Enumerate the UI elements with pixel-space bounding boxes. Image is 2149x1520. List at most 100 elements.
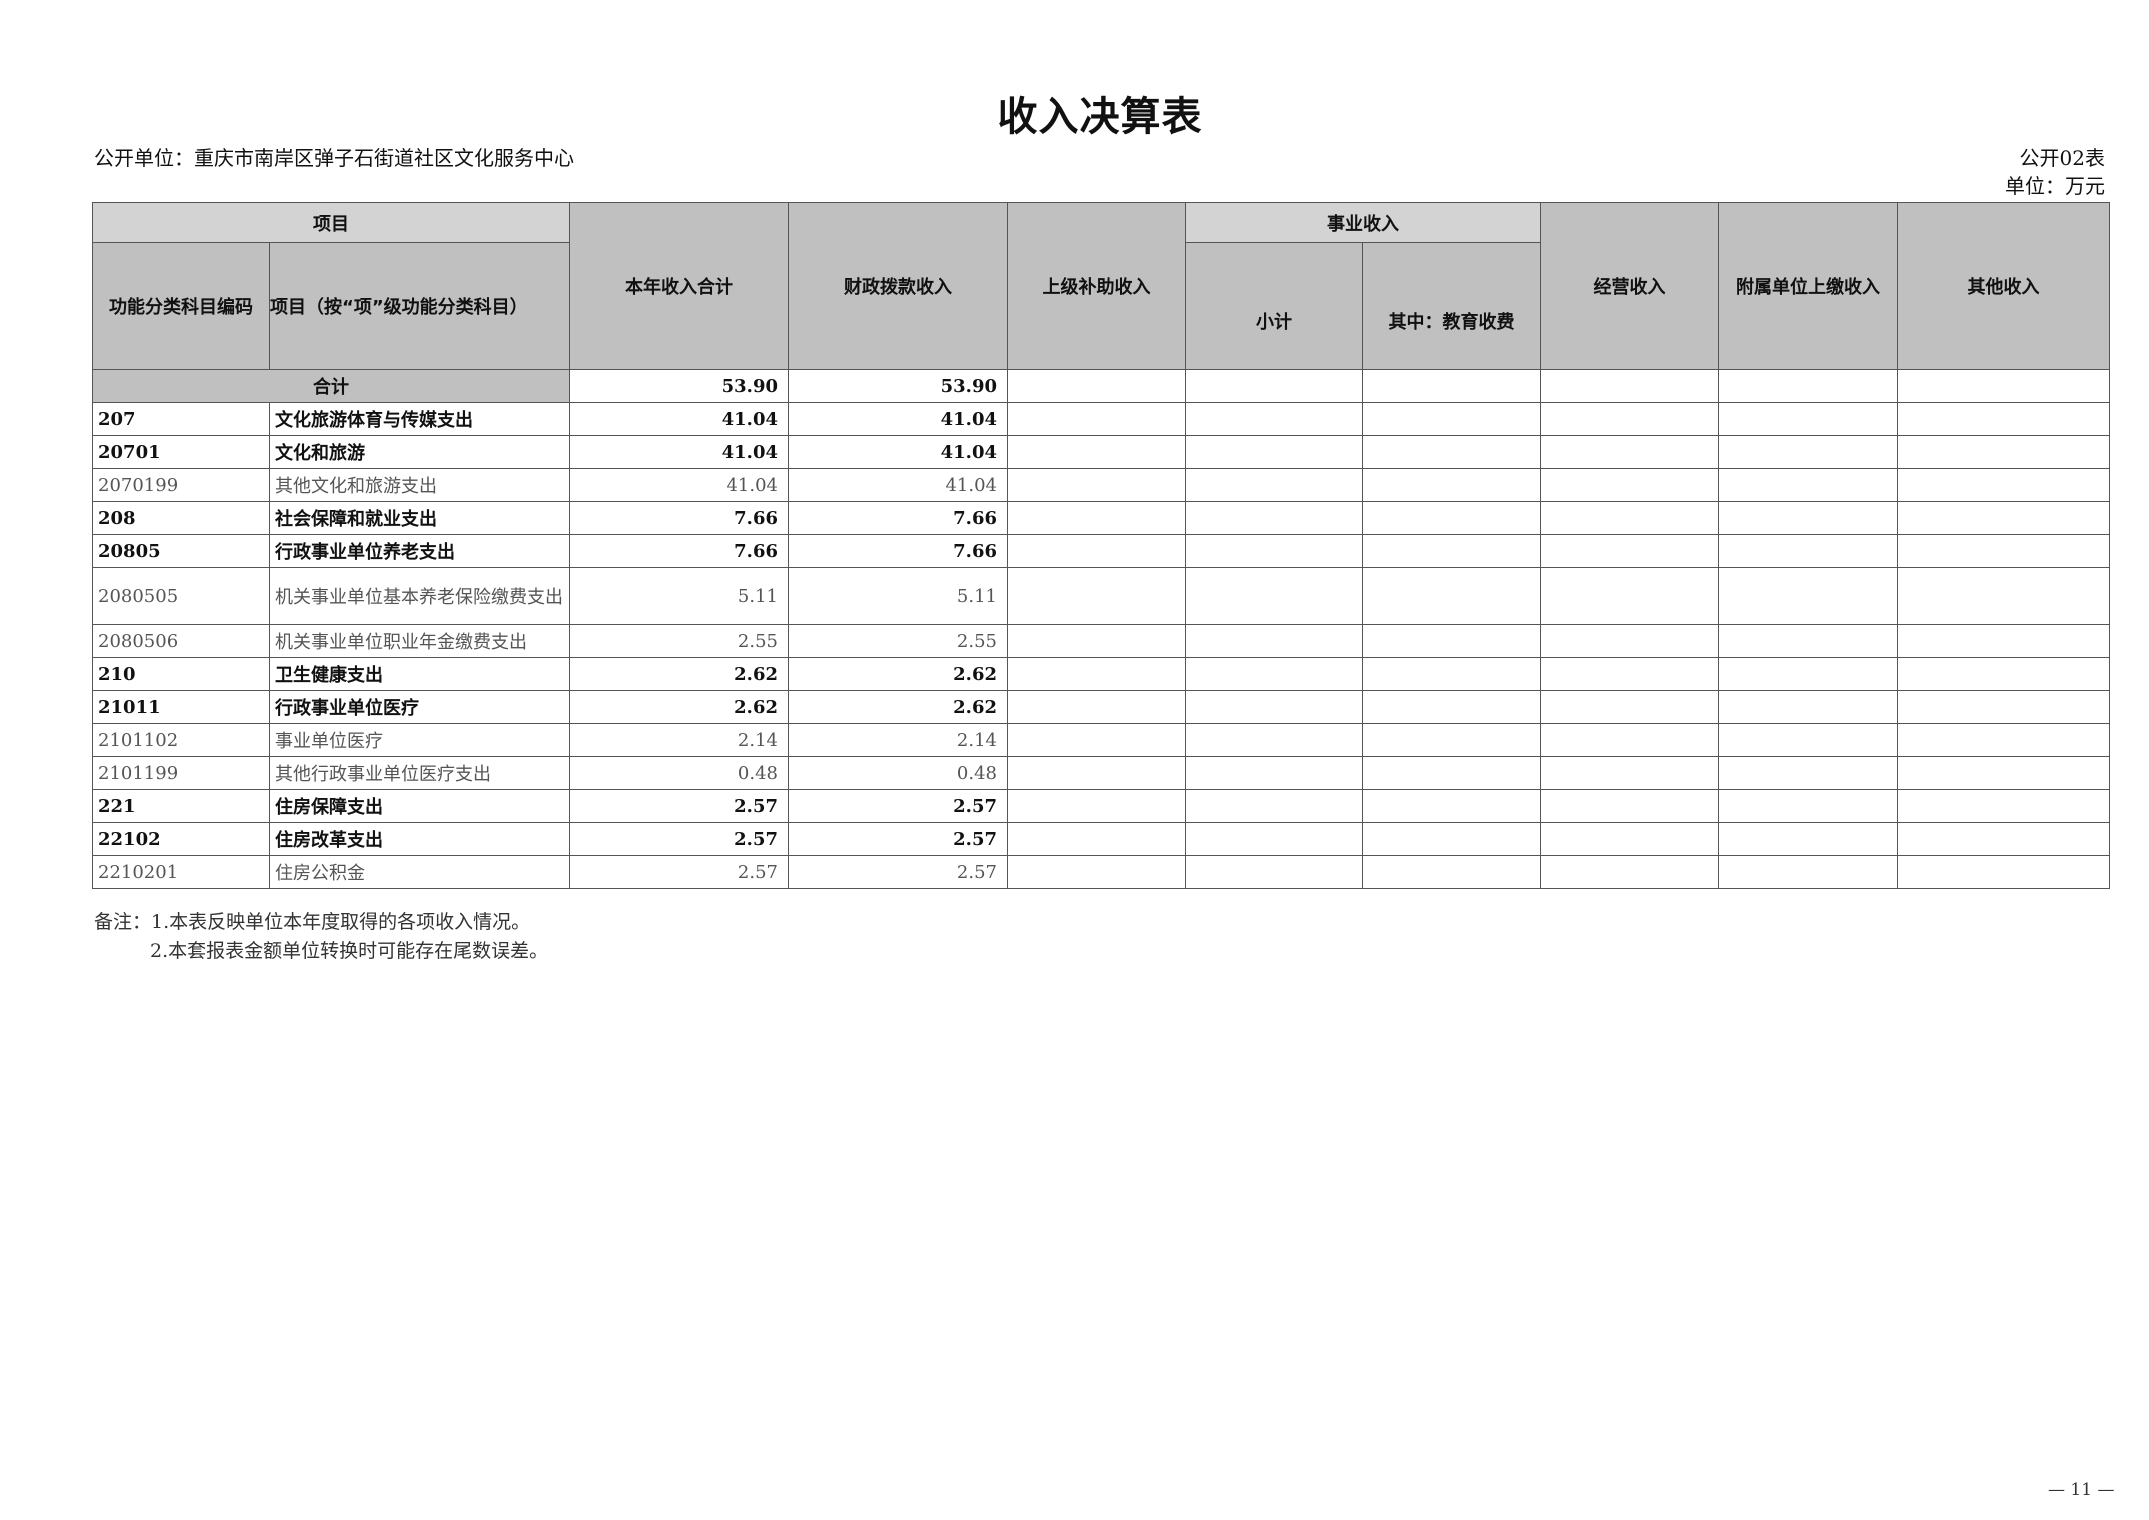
empty-cell: [1897, 855, 2110, 889]
summary-fiscal: 53.90: [788, 369, 1008, 403]
empty-cell: [1362, 624, 1541, 658]
row-fiscal: 2.55: [788, 624, 1008, 658]
row-fiscal: 41.04: [788, 468, 1008, 502]
empty-cell: [1007, 822, 1186, 856]
empty-cell: [1540, 567, 1719, 625]
row-fiscal: 2.14: [788, 723, 1008, 757]
header-business-group: 事业收入: [1185, 202, 1541, 243]
empty-cell: [1897, 534, 2110, 568]
income-table: 项目 本年收入合计 财政拨款收入 上级补助收入 事业收入 经营收入 附属单位上缴…: [92, 202, 2110, 889]
table-row: 2080505 机关事业单位基本养老保险缴费支出 5.11 5.11: [92, 567, 2110, 625]
empty-cell: [1540, 657, 1719, 691]
row-fiscal: 41.04: [788, 435, 1008, 469]
empty-cell: [1718, 435, 1898, 469]
row-total: 2.57: [569, 789, 789, 823]
row-name: 住房保障支出: [269, 789, 570, 823]
row-total: 41.04: [569, 468, 789, 502]
row-fiscal: 41.04: [788, 402, 1008, 436]
empty-cell: [1362, 756, 1541, 790]
header-fiscal: 财政拨款收入: [788, 202, 1008, 370]
empty-cell: [1718, 501, 1898, 535]
empty-cell: [1897, 657, 2110, 691]
row-total: 2.62: [569, 690, 789, 724]
empty-cell: [1540, 435, 1719, 469]
row-code: 2080506: [92, 624, 270, 658]
empty-cell: [1185, 657, 1363, 691]
table-row: 2101102 事业单位医疗 2.14 2.14: [92, 723, 2110, 757]
row-fiscal: 5.11: [788, 567, 1008, 625]
row-code: 21011: [92, 690, 270, 724]
empty-cell: [1185, 534, 1363, 568]
empty-cell: [1362, 435, 1541, 469]
row-name: 行政事业单位养老支出: [269, 534, 570, 568]
table-row: 221 住房保障支出 2.57 2.57: [92, 789, 2110, 823]
form-number: 公开02表: [2019, 146, 2105, 170]
empty-cell: [1718, 723, 1898, 757]
empty-cell: [1007, 723, 1186, 757]
empty-cell: [1540, 468, 1719, 502]
row-code: 208: [92, 501, 270, 535]
empty-cell: [1897, 402, 2110, 436]
empty-cell: [1185, 756, 1363, 790]
empty-cell: [1897, 567, 2110, 625]
empty-cell: [1718, 567, 1898, 625]
note-2: 2.本套报表金额单位转换时可能存在尾数误差。: [150, 940, 549, 962]
empty-cell: [1718, 756, 1898, 790]
row-code: 221: [92, 789, 270, 823]
empty-cell: [1540, 855, 1719, 889]
empty-cell: [1897, 756, 2110, 790]
row-name: 文化旅游体育与传媒支出: [269, 402, 570, 436]
empty-cell: [1185, 855, 1363, 889]
header-code: 功能分类科目编码: [92, 242, 270, 370]
row-name: 事业单位医疗: [269, 723, 570, 757]
row-code: 20701: [92, 435, 270, 469]
summary-label: 合计: [92, 369, 570, 403]
header-superior: 上级补助收入: [1007, 202, 1186, 370]
empty-cell: [1540, 756, 1719, 790]
form-meta: 公开02表 单位：万元: [2005, 144, 2105, 200]
empty-cell: [1007, 402, 1186, 436]
row-fiscal: 2.62: [788, 657, 1008, 691]
table-row: 2210201 住房公积金 2.57 2.57: [92, 855, 2110, 889]
row-name: 机关事业单位基本养老保险缴费支出: [269, 567, 570, 625]
header-operating: 经营收入: [1540, 202, 1719, 370]
empty-cell: [1007, 501, 1186, 535]
row-total: 2.57: [569, 855, 789, 889]
summary-row: 合计 53.90 53.90: [92, 369, 2110, 403]
empty-cell: [1007, 468, 1186, 502]
empty-cell: [1540, 624, 1719, 658]
row-name: 住房改革支出: [269, 822, 570, 856]
table-row: 22102 住房改革支出 2.57 2.57: [92, 822, 2110, 856]
table-row: 20805 行政事业单位养老支出 7.66 7.66: [92, 534, 2110, 568]
row-fiscal: 2.57: [788, 855, 1008, 889]
row-total: 2.14: [569, 723, 789, 757]
table-row: 208 社会保障和就业支出 7.66 7.66: [92, 501, 2110, 535]
empty-cell: [1185, 567, 1363, 625]
empty-cell: [1185, 723, 1363, 757]
table-row: 2080506 机关事业单位职业年金缴费支出 2.55 2.55: [92, 624, 2110, 658]
currency-unit: 单位：万元: [2005, 174, 2105, 198]
table-row: 2070199 其他文化和旅游支出 41.04 41.04: [92, 468, 2110, 502]
empty-cell: [1718, 402, 1898, 436]
empty-cell: [1540, 534, 1719, 568]
row-code: 210: [92, 657, 270, 691]
empty-cell: [1540, 501, 1719, 535]
row-code: 207: [92, 402, 270, 436]
empty-cell: [1362, 822, 1541, 856]
header-subtotal: 小计: [1185, 242, 1363, 370]
empty-cell: [1718, 822, 1898, 856]
row-total: 41.04: [569, 435, 789, 469]
empty-cell: [1718, 534, 1898, 568]
row-name: 机关事业单位职业年金缴费支出: [269, 624, 570, 658]
empty-cell: [1185, 402, 1363, 436]
row-name: 社会保障和就业支出: [269, 501, 570, 535]
empty-cell: [1897, 690, 2110, 724]
empty-cell: [1540, 690, 1719, 724]
table-row: 210 卫生健康支出 2.62 2.62: [92, 657, 2110, 691]
row-name: 卫生健康支出: [269, 657, 570, 691]
publishing-unit: 公开单位：重庆市南岸区弹子石街道社区文化服务中心: [94, 146, 574, 170]
empty-cell: [1897, 435, 2110, 469]
row-name: 住房公积金: [269, 855, 570, 889]
empty-cell: [1540, 789, 1719, 823]
empty-cell: [1185, 435, 1363, 469]
